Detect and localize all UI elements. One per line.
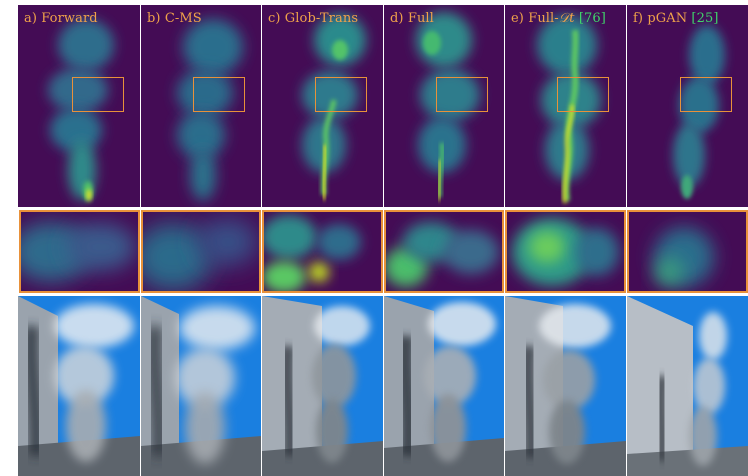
density-panel-full-dt: e) Full-𝒟t [76] — [505, 5, 626, 207]
column-label-forward: a) Forward — [24, 11, 98, 26]
zoom-crop-image — [143, 212, 259, 291]
zoom-crop-glob-trans — [262, 210, 383, 293]
column-label-pgan: f) pGAN [25] — [633, 11, 719, 26]
smoke-render-image — [141, 296, 261, 476]
render-panel-c-ms — [141, 296, 261, 476]
density-plot-forward — [18, 5, 140, 207]
zoom-region-box — [72, 77, 124, 112]
smoke-render-image — [18, 296, 140, 476]
zoom-crop-image — [21, 212, 138, 291]
render-panel-glob-trans — [262, 296, 383, 476]
column-label-full: d) Full — [390, 11, 434, 26]
zoom-crop-pgan — [627, 210, 748, 293]
render-panel-pgan — [627, 296, 748, 476]
density-panel-pgan: f) pGAN [25] — [627, 5, 748, 207]
zoom-crop-image — [386, 212, 502, 291]
render-panel-full — [384, 296, 504, 476]
density-panel-glob-trans: c) Glob-Trans — [262, 5, 383, 207]
zoom-region-box — [557, 77, 609, 112]
smoke-render-image — [627, 296, 748, 476]
density-plot-glob-trans — [262, 5, 383, 207]
zoom-crop-image — [629, 212, 746, 291]
zoom-region-box — [436, 77, 488, 112]
zoom-crop-image — [264, 212, 381, 291]
density-plot-c-ms — [141, 5, 261, 207]
zoom-region-box — [315, 77, 367, 112]
density-plot-full-dt — [505, 5, 626, 207]
zoom-crop-image — [507, 212, 624, 291]
density-panel-c-ms: b) C-MS — [141, 5, 261, 207]
smoke-render-image — [262, 296, 383, 476]
column-label-full-dt: e) Full-𝒟t [76] — [511, 11, 606, 26]
zoom-region-box — [193, 77, 245, 112]
density-panel-full: d) Full — [384, 5, 504, 207]
column-label-glob-trans: c) Glob-Trans — [268, 11, 359, 26]
zoom-crop-full-dt — [505, 210, 626, 293]
zoom-crop-c-ms — [141, 210, 261, 293]
smoke-render-image — [505, 296, 626, 476]
zoom-crop-full — [384, 210, 504, 293]
render-panel-forward — [18, 296, 140, 476]
density-plot-pgan — [627, 5, 748, 207]
zoom-region-box — [680, 77, 732, 112]
zoom-crop-forward — [19, 210, 140, 293]
render-panel-full-dt — [505, 296, 626, 476]
density-panel-forward: a) Forward — [18, 5, 140, 207]
smoke-render-image — [384, 296, 504, 476]
density-plot-full — [384, 5, 504, 207]
column-label-c-ms: b) C-MS — [147, 11, 202, 26]
